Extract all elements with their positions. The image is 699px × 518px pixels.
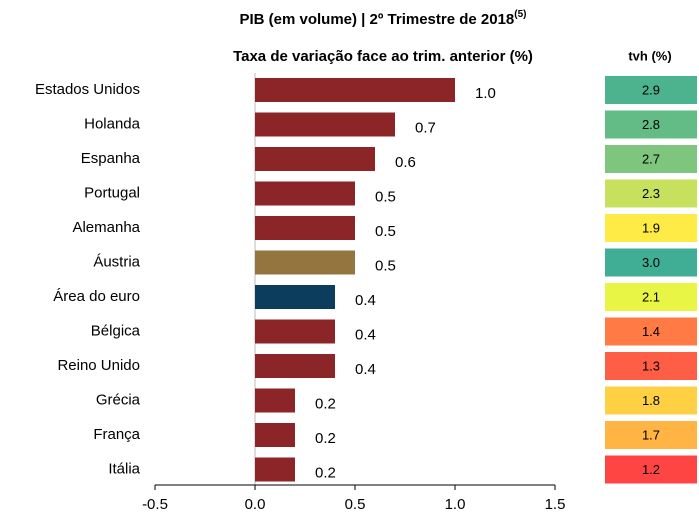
bar (255, 457, 295, 482)
category-label: Grécia (96, 391, 141, 408)
tvh-cell (605, 145, 697, 173)
bar (255, 78, 455, 102)
chart-title: PIB (em volume) | 2º Trimestre de 2018(5… (239, 9, 526, 28)
category-label: Alemanha (72, 219, 140, 236)
value-label: 0.7 (415, 119, 436, 136)
bar (255, 423, 295, 447)
title-main: PIB (em volume) | 2º Trimestre de 2018 (239, 11, 514, 28)
tvh-value: 1.3 (642, 358, 660, 373)
category-label: Bélgica (91, 322, 141, 339)
bar (255, 354, 335, 378)
tvh-cell (605, 386, 697, 415)
value-label: 0.4 (355, 326, 376, 343)
value-label: 0.5 (375, 223, 396, 240)
bar (255, 147, 375, 171)
tvh-cell (605, 421, 697, 449)
category-label: França (93, 426, 140, 443)
tvh-cell (605, 352, 697, 380)
category-label: Espanha (81, 150, 141, 167)
category-label: Reino Unido (57, 357, 140, 374)
category-label: Área do euro (53, 288, 140, 305)
tvh-value: 2.3 (642, 186, 660, 201)
x-tick-label: -0.5 (142, 496, 168, 513)
tvh-cell (605, 455, 697, 484)
bar (255, 112, 395, 137)
tvh-value: 1.2 (642, 462, 660, 477)
tvh-value: 1.8 (642, 393, 660, 408)
tvh-value: 1.7 (642, 427, 660, 442)
tvh-value: 2.1 (642, 289, 660, 304)
value-label: 0.4 (355, 361, 376, 378)
tvh-cell (605, 317, 697, 346)
tvh-cell (605, 248, 697, 277)
tvh-value: 2.7 (642, 151, 660, 166)
bar (255, 216, 355, 240)
bar (255, 388, 295, 413)
value-label: 0.2 (315, 430, 336, 447)
tvh-title: tvh (%) (628, 48, 671, 63)
category-label: Itália (108, 460, 140, 477)
category-label: Estados Unidos (35, 81, 140, 98)
value-label: 0.4 (355, 292, 376, 309)
value-label: 0.2 (315, 464, 336, 481)
tvh-value: 1.4 (642, 324, 660, 339)
tvh-cell (605, 179, 697, 208)
title-superscript: (5) (514, 9, 526, 20)
bar (255, 319, 335, 344)
tvh-value: 2.8 (642, 117, 660, 132)
value-label: 0.6 (395, 154, 416, 171)
x-tick-label: 1.0 (445, 496, 466, 513)
bar (255, 250, 355, 275)
category-label: Holanda (84, 115, 141, 132)
chart-subtitle: Taxa de variação face ao trim. anterior … (233, 48, 533, 65)
value-label: 0.5 (375, 257, 396, 274)
tvh-cell (605, 76, 697, 104)
bar (255, 285, 335, 309)
bar (255, 181, 355, 206)
tvh-cell (605, 214, 697, 242)
value-label: 0.2 (315, 395, 336, 412)
category-label: Portugal (84, 184, 140, 201)
x-tick-label: 1.5 (545, 496, 566, 513)
tvh-cell (605, 283, 697, 311)
tvh-value: 2.9 (642, 82, 660, 97)
x-tick-label: 0.5 (345, 496, 366, 513)
x-tick-label: 0.0 (245, 496, 266, 513)
value-label: 0.5 (375, 188, 396, 205)
tvh-value: 3.0 (642, 255, 660, 270)
tvh-cell (605, 110, 697, 139)
value-label: 1.0 (475, 85, 496, 102)
tvh-value: 1.9 (642, 220, 660, 235)
category-label: Áustria (93, 253, 140, 270)
